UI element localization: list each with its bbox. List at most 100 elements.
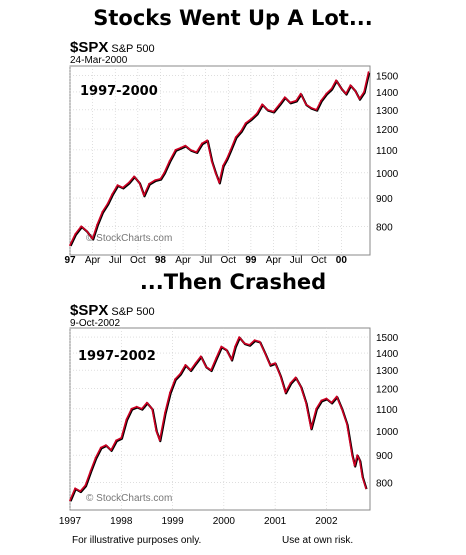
chart-2-x-tick-label: 1999 xyxy=(161,516,184,527)
chart-1-data-point xyxy=(354,89,356,92)
chart-1-data-point xyxy=(305,103,307,106)
chart-2-data-point xyxy=(284,391,287,394)
chart-1-data-point xyxy=(335,79,337,82)
chart-1-data-point xyxy=(159,177,162,180)
chart-2-data-point xyxy=(94,456,97,459)
chart-2-data-point xyxy=(289,382,292,384)
chart-2-data-point xyxy=(335,395,338,398)
chart-1-x-tick-label: Oct xyxy=(311,255,327,266)
disclaimer-right: Use at own risk. xyxy=(282,535,354,546)
chart-2-data-point xyxy=(225,348,228,351)
chart-1-y-tick-label: 800 xyxy=(376,222,393,233)
chart-2-data-point xyxy=(315,407,318,410)
top-heading: Stocks Went Up A Lot... xyxy=(93,6,373,30)
chart-1-data-point xyxy=(189,149,192,151)
chart-2-y-tick-label: 1000 xyxy=(376,427,399,438)
chart-1-data-point xyxy=(315,108,318,111)
chart-2-data-point xyxy=(158,439,161,442)
chart-2-data-point xyxy=(135,405,138,408)
chart-2-y-tick-label: 1400 xyxy=(376,349,399,360)
chart-2-data-point xyxy=(340,407,343,410)
chart-2-data-point xyxy=(325,397,328,400)
chart-1-x-tick-label: Oct xyxy=(130,255,146,266)
chart-2-data-point xyxy=(164,412,166,414)
chart-1-data-point xyxy=(201,142,203,145)
chart-1-data-point xyxy=(174,149,177,151)
chart-2-data-point xyxy=(79,490,82,493)
chart-1-data-point xyxy=(345,92,347,95)
chart-2-data-point xyxy=(110,449,112,451)
chart-1-data-point xyxy=(358,98,361,100)
chart-1-data-point xyxy=(127,181,130,184)
chart-1-data-point xyxy=(80,225,83,228)
chart-1-y-tick-label: 1300 xyxy=(376,106,399,117)
chart-1-data-point xyxy=(154,179,157,182)
chart-1-data-point xyxy=(179,146,182,149)
chart-2-data-point xyxy=(269,364,271,366)
chart-1-data-point xyxy=(163,171,166,174)
chart-1-data-point xyxy=(195,151,198,154)
chart-1-data-point xyxy=(96,223,98,226)
chart-1-y-tick-label: 1000 xyxy=(376,169,399,180)
chart-2-data-point xyxy=(120,437,123,439)
chart-2-y-tick-label: 900 xyxy=(376,451,393,462)
chart-2-data-point xyxy=(174,378,177,381)
chart-2-data-point xyxy=(140,407,143,410)
chart-1-data-point xyxy=(325,92,328,95)
chart-1-x-tick-label: Jul xyxy=(199,255,212,266)
chart-2-data-point xyxy=(179,372,182,375)
chart-2-data-point xyxy=(234,345,237,348)
chart-2-x-tick-label: 2001 xyxy=(264,516,287,527)
chart-2-data-point xyxy=(89,470,92,472)
chart-2-data-point xyxy=(346,423,348,425)
bottom-heading: ...Then Crashed xyxy=(139,270,327,294)
chart-2-data-point xyxy=(294,376,297,379)
chart-1-index-name: S&P 500 xyxy=(111,43,155,55)
chart-1-data-point xyxy=(138,181,141,184)
chart-1-x-tick-label: 97 xyxy=(64,255,76,266)
chart-1: 800 900 1000 1100 1200 1300 1400 1500 97 Apr Jul Oc… xyxy=(64,65,399,266)
chart-1-x-tick-label: 00 xyxy=(336,255,348,266)
chart-1-data-point xyxy=(106,202,109,205)
chart-1-data-point xyxy=(234,136,237,139)
chart-2-data-point xyxy=(230,358,233,361)
chart-2-y-tick-label: 1200 xyxy=(376,385,399,396)
chart-2-data-point xyxy=(69,499,71,502)
chart-2-data-point xyxy=(305,401,307,404)
chart-2-data-point xyxy=(365,487,367,490)
chart-1-data-point xyxy=(289,101,291,104)
chart-1-data-point xyxy=(222,164,224,167)
chart-1-data-point xyxy=(299,92,302,95)
chart-2-data-point xyxy=(248,344,251,346)
chart-1-data-point xyxy=(272,110,275,113)
chart-1-data-point xyxy=(310,107,313,109)
chart-1-data-point xyxy=(363,91,365,93)
chart-2-data-point xyxy=(169,391,171,394)
chart-2-data-point xyxy=(199,355,202,358)
chart-1-data-point xyxy=(320,99,322,102)
chart-2-data-point xyxy=(130,407,133,410)
chart-2-data-point xyxy=(330,401,333,404)
chart-1-data-point xyxy=(266,108,269,111)
chart-2-data-point xyxy=(356,454,359,457)
chart-1-data-point xyxy=(116,184,119,187)
chart-1-data-point xyxy=(214,171,217,174)
chart-2-data-point xyxy=(125,418,128,421)
chart-1-series-line-0 xyxy=(69,72,370,246)
chart-2-data-point xyxy=(194,362,197,364)
chart-2: 800 900 1000 1100 1200 1300 1400 1500 1997 1998 19… xyxy=(59,327,399,527)
chart-1-symbol-text: $SPX xyxy=(70,39,109,56)
chart-1-data-point xyxy=(85,230,88,232)
disclaimer-left: For illustrative purposes only. xyxy=(72,535,202,546)
chart-2-x-tick-label: 1998 xyxy=(110,516,133,527)
chart-2-data-point xyxy=(351,454,353,457)
chart-1-data-point xyxy=(278,103,281,106)
chart-2-index-name: S&P 500 xyxy=(111,306,155,318)
chart-1-period-label: 1997-2000 xyxy=(80,84,158,99)
chart-1-x-tick-label: Oct xyxy=(221,255,237,266)
chart-1-data-point xyxy=(148,182,151,185)
chart-1-y-tick-label: 900 xyxy=(376,194,393,205)
chart-1-data-point xyxy=(244,122,247,124)
chart-2-data-point xyxy=(274,362,276,364)
chart-1-data-point xyxy=(218,181,221,184)
